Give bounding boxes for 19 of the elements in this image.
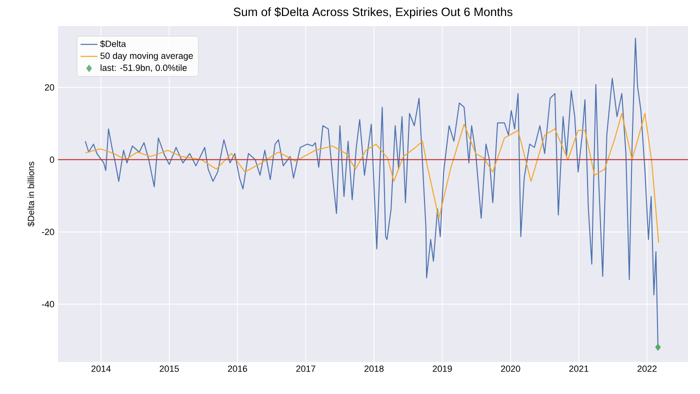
x-tick-label: 2015 (160, 366, 179, 372)
x-tick-label: 2020 (501, 366, 520, 372)
legend-label: last: -51.9bn, 0.0%tile (100, 64, 187, 72)
x-tick-label: 2019 (432, 366, 452, 372)
y-tick-label: 0 (50, 156, 54, 163)
x-tick-label: 2021 (569, 366, 588, 372)
x-tick-label: 2018 (364, 366, 384, 372)
chart-title: Sum of $Delta Across Strikes, Expiries Out 6 Months (234, 7, 512, 18)
y-axis-title: $Delta in billions (27, 162, 35, 227)
legend-label: $Delta (100, 40, 126, 48)
x-tick-label: 2022 (638, 366, 657, 372)
x-tick-label: 2014 (91, 366, 111, 372)
legend-label: 50 day moving average (100, 52, 193, 61)
y-tick-label: -40 (42, 301, 54, 308)
y-tick-label: -20 (42, 228, 54, 236)
line-series (84, 112, 660, 244)
x-tick-label: 2017 (296, 366, 316, 372)
x-tick-label: 2016 (228, 366, 248, 372)
y-tick-label: 20 (44, 84, 54, 91)
